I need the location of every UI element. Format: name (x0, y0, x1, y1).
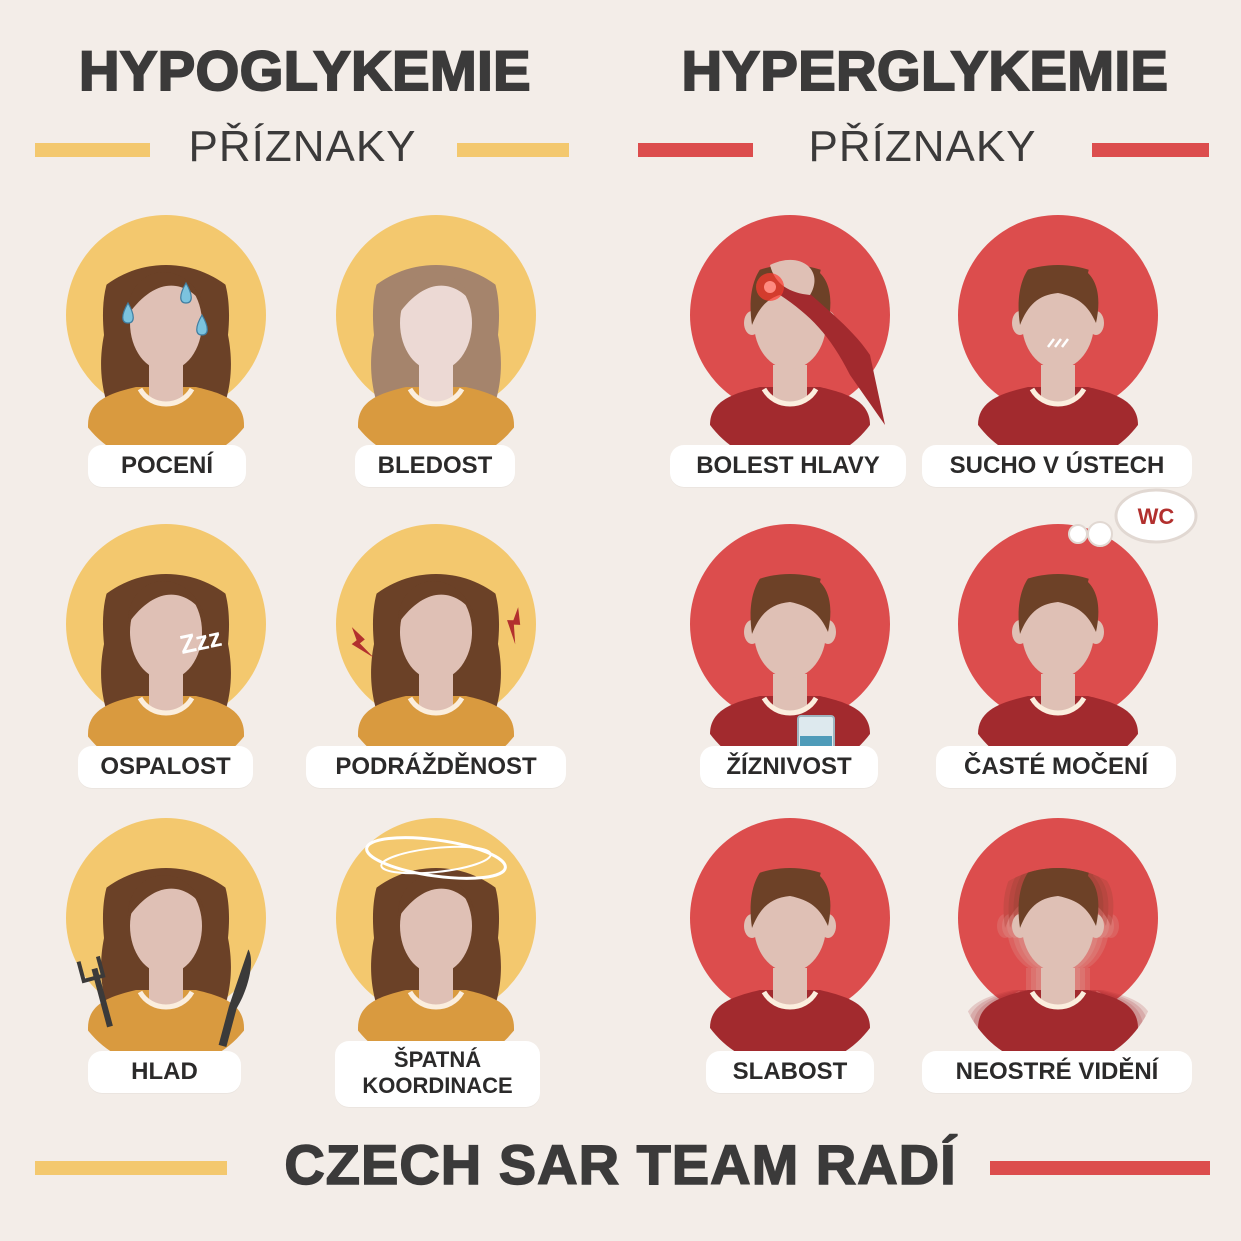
fork-knife-icon (66, 818, 266, 1068)
lightning-icon (336, 524, 536, 774)
water-glass-icon (690, 524, 890, 775)
wc-text: WC (1138, 504, 1175, 529)
left-subtitle: PŘÍZNAKY (188, 122, 417, 171)
sweat-drops-icon (66, 215, 266, 465)
right-subtitle-rule-right (1092, 143, 1209, 157)
left-subtitle-rule-left (35, 143, 150, 157)
label-podrazdenost: PODRÁŽDĚNOST (306, 746, 566, 788)
footer-text: CZECH SAR TEAM RADÍ (284, 1132, 957, 1197)
wc-thought-bubble-icon: WC (958, 488, 1198, 774)
label-spatna-koordinace: ŠPATNÁ KOORDINACE (335, 1041, 540, 1107)
right-subtitle-rule-left (638, 143, 753, 157)
label-hlad: HLAD (88, 1051, 241, 1093)
label-caste-moceni: ČASTÉ MOČENÍ (936, 746, 1176, 788)
label-sucho-v-ustech: SUCHO V ÚSTECH (922, 445, 1192, 487)
label-neostre-videni: NEOSTRÉ VIDĚNÍ (922, 1051, 1192, 1093)
zzz-icon: Zzz (66, 524, 266, 774)
dizzy-rings-icon (336, 818, 536, 1068)
hypoglycemia-title: HYPOGLYKEMIE (78, 38, 532, 103)
footer-rule-right (990, 1161, 1210, 1175)
right-subtitle: PŘÍZNAKY (808, 122, 1037, 171)
label-poceni: POCENÍ (88, 445, 246, 487)
hyperglycemia-title: HYPERGLYKEMIE (681, 38, 1169, 103)
blurred-person-icon (958, 818, 1158, 1068)
headache-icon (690, 215, 890, 465)
pale-face-icon (336, 215, 536, 465)
footer-rule-left (35, 1161, 227, 1175)
label-bolest-hlavy: BOLEST HLAVY (670, 445, 906, 487)
left-subtitle-rule-right (457, 143, 569, 157)
label-ospalost: OSPALOST (78, 746, 253, 788)
label-ziznivost: ŽÍZNIVOST (700, 746, 878, 788)
weak-person-icon (690, 818, 890, 1068)
label-bledost: BLEDOST (355, 445, 515, 487)
label-slabost: SLABOST (706, 1051, 874, 1093)
dry-mouth-icon (958, 215, 1158, 465)
